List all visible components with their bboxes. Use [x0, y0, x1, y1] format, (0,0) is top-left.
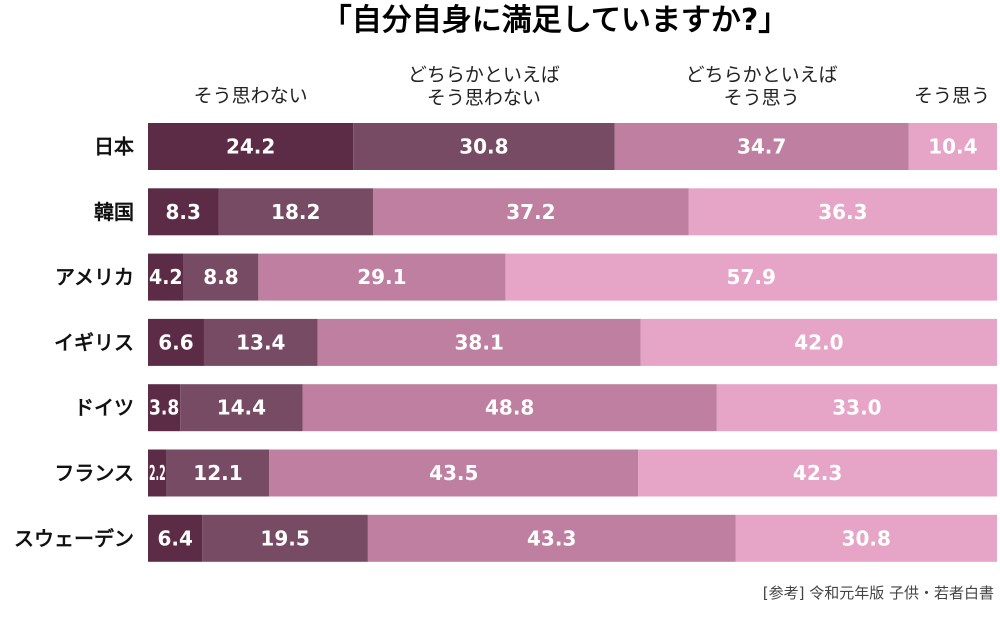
data-label: 2.2: [149, 461, 166, 485]
bar-segment: [638, 449, 997, 497]
data-label: 6.4: [157, 526, 192, 550]
data-label: 29.1: [357, 265, 406, 289]
data-label: 30.8: [842, 526, 891, 550]
bar-segment: [202, 514, 368, 562]
bar-segment: [353, 123, 615, 170]
chart-title: 「自分自身に満足していますか?」: [322, 3, 789, 38]
data-label: 10.4: [928, 135, 977, 159]
data-label: 43.5: [429, 461, 478, 485]
legend-label: どちらかといえば: [686, 64, 838, 86]
data-label: 8.8: [203, 265, 238, 289]
data-label: 34.7: [737, 135, 786, 159]
bar-segment: [258, 253, 506, 301]
data-label: 42.0: [794, 330, 843, 354]
bar-segment: [614, 123, 909, 170]
bar-segment: [148, 449, 167, 497]
bar-segment: [148, 514, 203, 562]
data-label: 3.8: [149, 396, 179, 420]
bar-segment: [372, 188, 689, 236]
bars: 日本 24.2 30.8 34.7 10.4 韓国 8.3 18.2 37.2 36.3 アメリカ 4…: [14, 123, 997, 562]
category-label: スウェーデン: [14, 526, 134, 550]
data-label: 36.3: [818, 200, 867, 224]
data-label: 43.3: [527, 526, 576, 550]
data-label: 8.3: [166, 200, 201, 224]
source-note: [参考] 令和元年版 子供・若者白書: [763, 584, 994, 602]
legend-label: そう思う: [914, 85, 990, 107]
category-label: ドイツ: [74, 396, 134, 420]
bar-segment: [367, 514, 736, 562]
bar-segment: [180, 384, 303, 432]
bar-segment: [183, 253, 259, 301]
data-label: 6.6: [158, 330, 193, 354]
bar-segment: [716, 384, 997, 432]
category-label: アメリカ: [55, 265, 134, 289]
data-label: 14.4: [217, 396, 266, 420]
bar-segment: [148, 318, 204, 366]
bar-segment: [269, 449, 639, 497]
data-label: 57.9: [727, 265, 776, 289]
data-label: 18.2: [271, 200, 320, 224]
bar-segment: [688, 188, 997, 236]
category-label: イギリス: [54, 330, 134, 354]
legend-label: どちらかといえば: [408, 64, 560, 86]
category-label: フランス: [54, 461, 134, 485]
data-label: 38.1: [455, 330, 504, 354]
data-label: 12.1: [193, 461, 242, 485]
bar-segment: [148, 188, 219, 236]
bar-segment: [148, 123, 354, 170]
data-label: 4.2: [149, 265, 183, 289]
bar-segment: [148, 384, 181, 432]
data-label: 42.3: [793, 461, 842, 485]
data-label: 19.5: [260, 526, 309, 550]
bar-segment: [302, 384, 717, 432]
bar-segment: [317, 318, 641, 366]
bar-segment: [735, 514, 997, 562]
data-label: 33.0: [832, 396, 881, 420]
data-label: 30.8: [459, 135, 508, 159]
legend-label: そう思う: [724, 87, 800, 109]
data-label: 37.2: [506, 200, 555, 224]
data-label: 48.8: [485, 396, 534, 420]
bar-segment: [166, 449, 270, 497]
bar-segment: [203, 318, 318, 366]
legend-label: そう思わない: [427, 87, 541, 109]
bar-segment: [218, 188, 373, 236]
bar-segment: [908, 123, 997, 170]
data-label: 13.4: [236, 330, 285, 354]
bar-segment: [505, 253, 997, 301]
category-label: 韓国: [94, 200, 134, 224]
bar-segment: [640, 318, 997, 366]
legend-label: そう思わない: [194, 85, 308, 107]
data-label: 24.2: [226, 135, 275, 159]
bar-segment: [148, 253, 184, 301]
category-label: 日本: [94, 135, 134, 159]
